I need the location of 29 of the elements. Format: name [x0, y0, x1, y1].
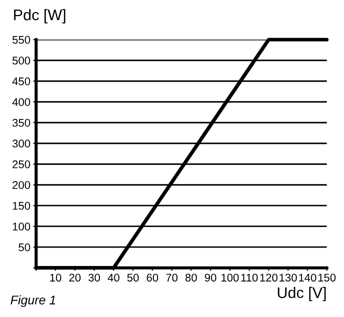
y-tick-label: 200: [12, 181, 30, 190]
x-tick-label: 120: [260, 274, 278, 282]
y-tick-label: 250: [12, 160, 30, 168]
y-tick-label: 150: [12, 202, 30, 210]
y-tick-label: 550: [12, 36, 30, 44]
x-tick-label: 110: [241, 274, 258, 282]
x-tick-label: 140: [299, 274, 316, 282]
x-axis-title: Udc [V]: [278, 286, 326, 302]
caption: Figure 1: [10, 295, 56, 307]
x-tick-label: 20: [69, 274, 81, 282]
x-tick-label: 130: [280, 274, 297, 282]
y-axis-title: Pdc [W]: [14, 9, 66, 24]
x-tick-label: 150: [318, 274, 336, 282]
x-tick-label: 50: [127, 274, 139, 282]
y-tick-label: 300: [12, 140, 30, 148]
x-tick-label: 100: [221, 274, 239, 282]
x-tick-label: 40: [108, 274, 120, 282]
x-tick-label: 90: [204, 274, 216, 282]
y-tick-label: 350: [12, 118, 30, 127]
y-tick-label: 500: [12, 56, 30, 65]
y-tick-label: 100: [12, 222, 30, 230]
x-tick-label: 10: [50, 274, 62, 282]
y-tick-label: 450: [12, 77, 30, 86]
y-tick-label: 400: [12, 98, 30, 106]
x-tick-label: 80: [185, 274, 197, 282]
x-tick-label: 70: [166, 274, 178, 282]
x-tick-label: 30: [88, 274, 100, 282]
x-tick-label: 60: [146, 274, 158, 282]
y-tick-label: 50: [18, 243, 30, 252]
